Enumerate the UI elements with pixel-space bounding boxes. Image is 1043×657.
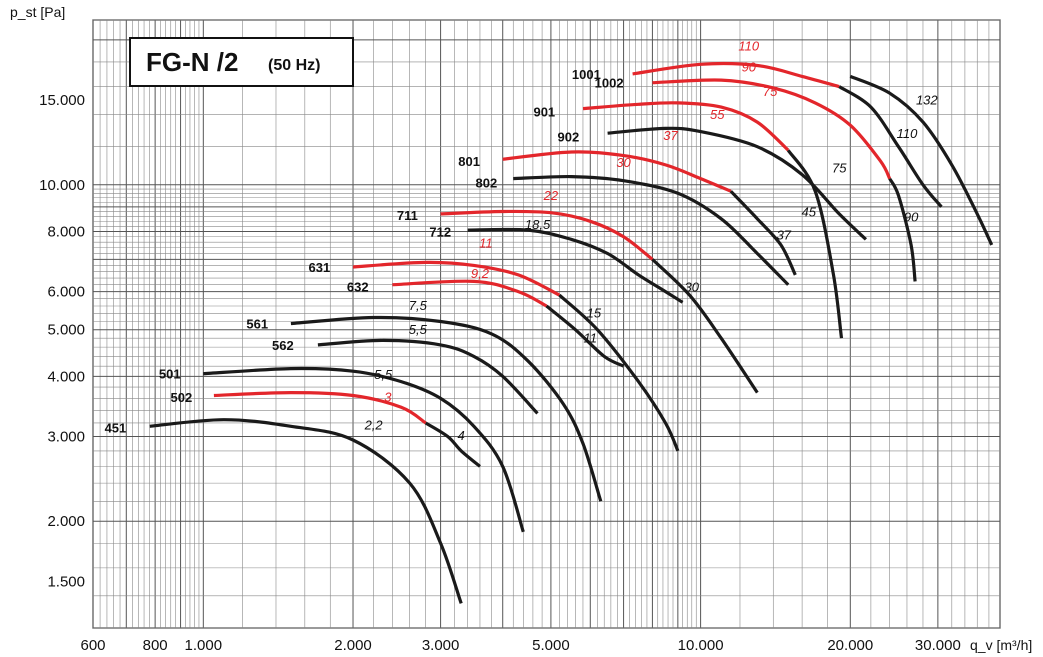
model-label: 631 [309,260,331,275]
motor-power-label: 5,5 [374,367,393,382]
x-tick-label: 20.000 [827,637,873,654]
curve-502-4 [424,421,482,468]
curve-451-2-2 [149,418,463,604]
motor-power-label: 4 [458,428,465,443]
chart-subtitle: (50 Hz) [268,57,320,74]
model-label: 501 [159,367,181,382]
curve-631-15 [558,293,680,452]
x-tick-label: 30.000 [915,637,961,654]
model-label: 562 [272,338,294,353]
curve-802-37 [513,174,790,286]
curve-711-30 [651,258,759,394]
motor-power-label: 9,2 [471,266,490,281]
curve-502-3 [213,390,427,425]
curve-801-30 [502,150,732,193]
y-tick-label: 1.500 [47,573,85,590]
motor-power-label: 11 [479,236,493,251]
curve-1001-132-132 [849,74,994,246]
motor-power-label: 11 [584,331,598,346]
curve-501-5-5 [203,366,525,533]
curve-901-55 [582,101,790,152]
x-tick-label: 800 [143,637,168,654]
curve-561-7-5 [290,315,603,502]
curve-631-11 [352,260,561,297]
curve-711-22 [440,209,654,261]
model-label: 502 [171,390,193,405]
x-tick-label: 10.000 [678,637,724,654]
curve-1001-110 [838,85,943,208]
x-axis-label: q_v [m³/h] [970,637,1032,653]
title-box: FG-N /2 (50 Hz) [129,37,354,87]
motor-power-label: 37 [777,227,792,242]
curve-902-37 [607,126,868,241]
motor-power-label: 37 [663,128,678,143]
chart-title: FG-N /2 [146,47,238,77]
x-tick-label: 5.000 [532,637,570,654]
x-tick-label: 2.000 [334,637,372,654]
curve-632-9-2 [392,279,548,308]
y-tick-label: 3.000 [47,428,85,445]
motor-power-label: 2,2 [364,418,384,433]
model-label: 801 [458,154,480,169]
y-tick-label: 8.000 [47,223,85,240]
motor-power-label: 90 [742,59,757,74]
motor-power-label: 55 [710,107,725,122]
motor-power-label: 3 [384,389,392,404]
motor-power-label: 7,5 [409,298,428,313]
model-label: 1001 [572,67,601,82]
motor-power-label: 15 [587,306,602,321]
y-tick-label: 10.000 [39,177,85,194]
y-tick-label: 15.000 [39,92,85,109]
y-tick-label: 2.000 [47,513,85,530]
motor-power-label: 75 [763,84,778,99]
x-tick-label: 1.000 [185,637,223,654]
y-axis-label: p_st [Pa] [10,4,65,20]
curve-632-11 [545,304,625,368]
model-label: 901 [533,105,555,120]
motor-power-label: 5,5 [409,322,428,337]
curve-1001-110 [632,61,840,89]
model-label: 451 [105,421,127,436]
x-tick-label: 3.000 [422,637,460,654]
y-tick-label: 6.000 [47,284,85,301]
model-label: 711 [397,208,418,223]
y-tick-label: 4.000 [47,368,85,385]
curve-712-18-5 [467,227,684,304]
motor-power-label: 110 [897,126,918,141]
motor-power-label: 75 [832,161,847,176]
curve-901-75 [786,149,844,339]
model-label: 632 [347,279,369,294]
motor-power-label: 132 [916,92,938,107]
label-layer: 110 90 75 55 37 30 22 18,5 11 9,2 7,5 5,5 5,5 32,2 4 15… [105,39,939,443]
motor-power-label: 22 [543,188,559,203]
curve-1002-90 [888,177,917,282]
axis-layer: 600 800 1.000 2.000 3.000 5.000 10.000 20.000 30… [10,4,1032,654]
y-tick-label: 5.000 [47,322,85,339]
motor-power-label: 30 [616,155,631,170]
motor-power-label: 90 [904,209,919,224]
model-label: 712 [429,224,451,239]
curve-layer [149,61,994,604]
model-label: 1002 [595,76,624,91]
motor-power-label: 30 [685,280,700,295]
motor-power-label: 45 [802,204,817,219]
curve-562-5-5 [317,338,539,415]
model-label: 561 [246,317,268,332]
motor-power-label: 18,5 [525,217,551,232]
model-label: 802 [476,176,498,191]
x-tick-label: 600 [80,637,105,654]
curve-801-45 [729,190,797,276]
model-label: 902 [558,130,580,145]
curve-1002-90 [652,78,892,180]
motor-power-label: 110 [738,39,759,54]
